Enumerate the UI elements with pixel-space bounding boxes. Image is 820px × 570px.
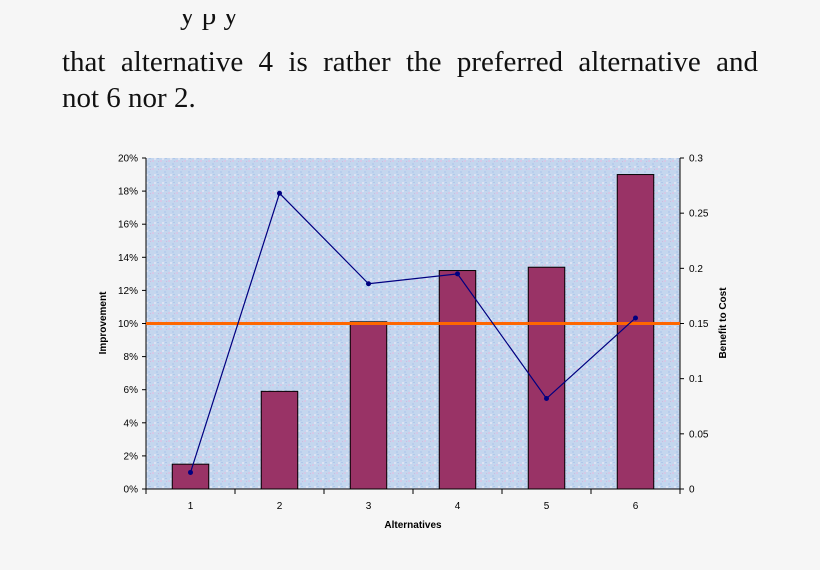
y2-tick-label: 0.15 xyxy=(689,319,709,330)
document-text: y p y that alternative 4 is rather the p… xyxy=(62,14,758,116)
y2-tick-label: 0.25 xyxy=(689,209,709,220)
y-tick-label: 18% xyxy=(118,187,138,198)
y2-axis-title: Benefit to Cost xyxy=(718,287,729,359)
line-point xyxy=(544,396,549,402)
bar xyxy=(438,270,477,490)
y2-tick-label: 0.1 xyxy=(689,374,703,385)
y-tick-label: 14% xyxy=(118,253,138,264)
line-point xyxy=(633,315,638,321)
x-tick-label: 2 xyxy=(277,501,283,512)
y2-tick-label: 0.05 xyxy=(689,429,709,440)
line-point xyxy=(455,271,460,277)
x-tick-label: 1 xyxy=(188,501,194,512)
y-axis-right: 0 0.05 0.1 0.15 0.2 0.25 0.3 xyxy=(679,154,709,496)
bar-series xyxy=(171,174,655,490)
bar xyxy=(527,266,566,490)
bar xyxy=(616,174,655,490)
text-line-2: not 6 nor 2. xyxy=(62,82,196,114)
line-point xyxy=(188,469,193,475)
line-series xyxy=(188,190,638,475)
bar xyxy=(349,321,388,490)
x-tick-label: 6 xyxy=(633,501,639,512)
y-tick-label: 2% xyxy=(124,451,139,462)
y-tick-label: 6% xyxy=(124,385,139,396)
cropped-text-line: y p y xyxy=(62,14,758,36)
x-tick-label: 3 xyxy=(366,501,372,512)
text-line-1: that alternative 4 is rather the preferr… xyxy=(62,46,758,78)
y-tick-label: 4% xyxy=(124,418,139,429)
line-point xyxy=(277,190,282,196)
y2-tick-label: 0.3 xyxy=(689,154,703,165)
bar xyxy=(171,463,210,490)
benefit-to-cost-line xyxy=(189,192,636,473)
y-tick-label: 16% xyxy=(118,220,138,231)
y-tick-label: 0% xyxy=(124,485,139,496)
x-axis-title: Alternatives xyxy=(384,520,442,531)
bar xyxy=(260,390,299,490)
y-axis-left: 0% 2% 4% 6% 8% 10% 12% 14% 16% 18% 20% xyxy=(118,154,147,496)
y-tick-label: 20% xyxy=(118,154,138,165)
x-tick-label: 5 xyxy=(544,501,550,512)
y2-tick-label: 0.2 xyxy=(689,264,703,275)
y-axis-title: Improvement xyxy=(98,291,109,354)
x-axis: 1 2 3 4 5 6 xyxy=(145,488,681,512)
y2-tick-label: 0 xyxy=(689,485,695,496)
y-tick-label: 8% xyxy=(124,352,139,363)
x-tick-label: 4 xyxy=(455,501,461,512)
line-point xyxy=(366,281,371,287)
y-tick-label: 10% xyxy=(118,319,138,330)
y-tick-label: 12% xyxy=(118,286,138,297)
cropped-fragment: y p y xyxy=(180,14,238,31)
